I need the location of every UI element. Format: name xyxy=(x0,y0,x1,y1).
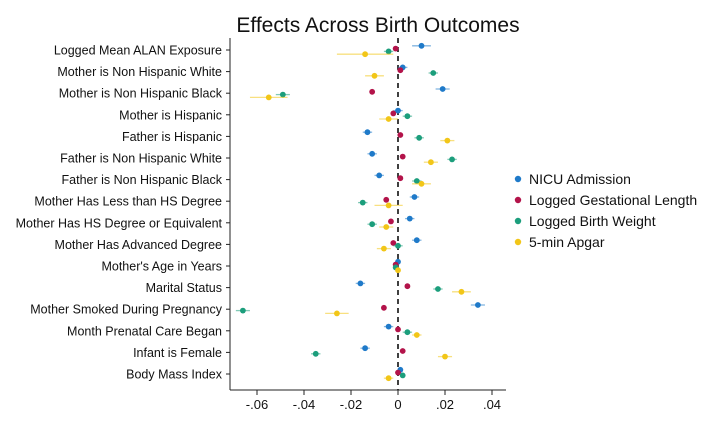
x-axis: -.06 -.04 -.02 0 .02 .04 xyxy=(230,389,506,412)
category-label: Mother Has Less than HS Degree xyxy=(34,195,222,209)
legend-label: Logged Birth Weight xyxy=(529,213,656,229)
legend-label: 5-min Apgar xyxy=(529,234,605,250)
data-point xyxy=(430,70,437,76)
data-point xyxy=(418,180,425,187)
legend: NICU Admission Logged Gestational Length L… xyxy=(514,171,697,250)
x-tick-label: .02 xyxy=(436,397,454,412)
data-point xyxy=(416,134,423,141)
category-label: Mother Has HS Degree or Equivalent xyxy=(16,216,223,230)
legend-marker xyxy=(514,175,522,183)
data-point xyxy=(392,45,399,52)
data-point xyxy=(279,91,286,98)
data-point xyxy=(385,48,392,55)
data-point xyxy=(395,369,401,376)
data-point xyxy=(399,348,406,354)
data-point xyxy=(397,67,404,74)
data-point xyxy=(404,283,411,290)
data-point xyxy=(411,194,418,200)
category-label: Month Prenatal Care Began xyxy=(67,324,222,338)
data-point xyxy=(395,326,401,333)
data-point xyxy=(413,332,420,338)
category-label: Mother Has Advanced Degree xyxy=(55,238,223,252)
data-point xyxy=(399,372,406,379)
data-marks xyxy=(235,42,485,382)
data-point xyxy=(399,153,406,160)
x-tick-label: -.02 xyxy=(340,397,362,412)
data-point xyxy=(397,132,404,138)
data-point xyxy=(397,175,404,182)
category-label: Mother's Age in Years xyxy=(101,260,222,274)
data-point xyxy=(435,286,441,292)
data-point xyxy=(428,159,434,166)
data-point xyxy=(381,304,387,311)
legend-marker xyxy=(514,196,522,204)
data-point xyxy=(265,94,272,101)
data-point xyxy=(362,345,368,352)
data-point xyxy=(444,137,451,144)
plot-area xyxy=(229,38,399,390)
legend-label: Logged Gestational Length xyxy=(529,192,697,208)
category-label: Body Mass Index xyxy=(126,368,223,382)
data-point xyxy=(458,288,465,295)
data-point xyxy=(385,375,392,382)
data-point xyxy=(404,329,411,336)
x-tick-label: .04 xyxy=(483,397,501,412)
data-point xyxy=(442,353,448,360)
data-point xyxy=(369,221,376,228)
data-point xyxy=(364,129,371,136)
data-point xyxy=(413,178,420,184)
category-label: Infant is Female xyxy=(133,346,222,360)
category-label: Mother is Non Hispanic Black xyxy=(59,87,223,101)
data-point xyxy=(362,51,368,58)
data-point xyxy=(376,172,383,179)
data-point xyxy=(371,72,378,79)
legend-marker xyxy=(514,217,522,225)
category-label: Mother is Non Hispanic White xyxy=(57,65,222,79)
data-point xyxy=(385,202,392,209)
legend-label: NICU Admission xyxy=(529,171,631,187)
data-point xyxy=(395,242,401,249)
data-point xyxy=(369,150,376,157)
category-label: Father is Non Hispanic Black xyxy=(62,173,223,187)
category-label: Mother is Hispanic xyxy=(119,108,222,122)
data-point xyxy=(413,237,420,244)
data-point xyxy=(312,350,319,357)
data-point xyxy=(240,307,246,314)
data-point xyxy=(385,323,392,330)
data-point xyxy=(406,215,413,222)
data-point xyxy=(334,310,340,317)
category-label: Mother Smoked During Pregnancy xyxy=(30,303,223,317)
category-label: Marital Status xyxy=(146,281,222,295)
data-point xyxy=(449,156,455,163)
data-point xyxy=(418,42,425,49)
chart-title: Effects Across Birth Outcomes xyxy=(236,14,519,37)
data-point xyxy=(404,113,411,120)
data-point xyxy=(359,199,366,206)
category-label: Logged Mean ALAN Exposure xyxy=(54,44,222,58)
data-point xyxy=(383,224,390,230)
data-point xyxy=(381,245,387,252)
data-point xyxy=(357,280,364,287)
x-tick-label: -.04 xyxy=(293,397,315,412)
data-point xyxy=(388,218,394,225)
category-label: Father is Non Hispanic White xyxy=(60,152,222,166)
legend-marker xyxy=(514,238,522,246)
data-point xyxy=(439,86,446,92)
x-tick-label: 0 xyxy=(394,397,401,412)
data-point xyxy=(475,302,481,308)
data-point xyxy=(385,116,392,122)
data-point xyxy=(383,196,390,203)
category-label: Father is Hispanic xyxy=(122,130,222,144)
category-labels: Logged Mean ALAN Exposure Mother is Non H… xyxy=(16,44,230,382)
data-point xyxy=(369,88,376,95)
data-point xyxy=(395,267,401,274)
data-point xyxy=(390,240,397,246)
data-point xyxy=(395,107,401,114)
x-tick-label: -.06 xyxy=(246,397,268,412)
data-point xyxy=(390,110,397,117)
